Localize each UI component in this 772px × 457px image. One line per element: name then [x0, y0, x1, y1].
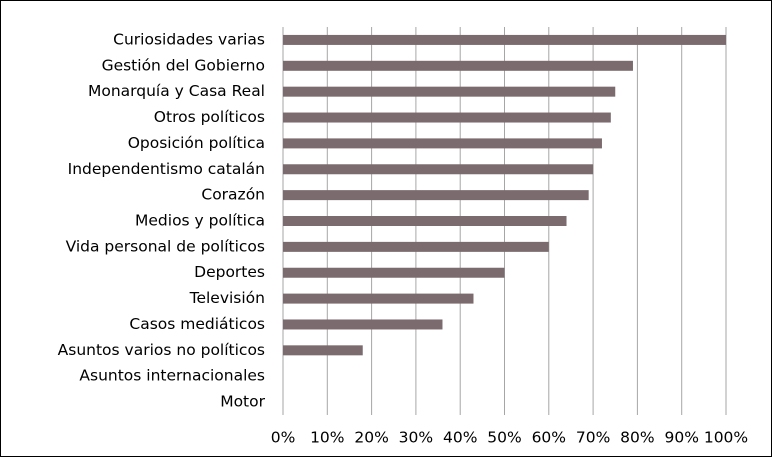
bar	[283, 190, 589, 201]
bar	[283, 216, 567, 226]
x-tick-label: 60%	[532, 429, 566, 447]
y-tick-label: Corazón	[201, 186, 265, 204]
bar	[283, 34, 726, 45]
y-tick-label: Casos mediáticos	[129, 315, 265, 333]
bar	[283, 112, 611, 123]
y-tick-label: Gestión del Gobierno	[102, 56, 265, 74]
x-tick-label: 80%	[620, 429, 654, 447]
y-tick-label: Deportes	[194, 263, 265, 281]
y-tick-label: Motor	[220, 393, 265, 411]
bar	[283, 241, 549, 252]
x-tick-label: 100%	[704, 429, 748, 447]
y-tick-label: Curiosidades varias	[113, 30, 265, 48]
y-tick-label: Oposición política	[128, 134, 265, 152]
y-tick-label: Televisión	[189, 289, 265, 307]
y-tick-label: Independentismo catalán	[68, 160, 265, 178]
x-tick-label: 90%	[664, 429, 698, 447]
y-tick-label: Otros políticos	[154, 108, 265, 126]
bar	[283, 345, 363, 356]
bar	[283, 319, 443, 330]
bar	[283, 138, 602, 149]
bar	[283, 164, 594, 175]
y-tick-label: Medios y política	[135, 212, 265, 230]
bar	[283, 267, 505, 278]
x-tick-label: 50%	[487, 429, 521, 447]
x-tick-label: 20%	[354, 429, 388, 447]
bar	[283, 60, 633, 71]
y-tick-label: Vida personal de políticos	[66, 237, 265, 255]
x-tick-label: 70%	[576, 429, 610, 447]
y-tick-label: Monarquía y Casa Real	[88, 82, 265, 100]
x-tick-label: 10%	[310, 429, 344, 447]
y-tick-label: Asuntos internacionales	[79, 367, 265, 385]
y-tick-label: Asuntos varios no políticos	[58, 341, 265, 359]
bar	[283, 86, 616, 97]
x-tick-label: 40%	[443, 429, 477, 447]
bar	[283, 293, 474, 304]
x-tick-label: 30%	[399, 429, 433, 447]
x-tick-label: 0%	[271, 429, 296, 447]
